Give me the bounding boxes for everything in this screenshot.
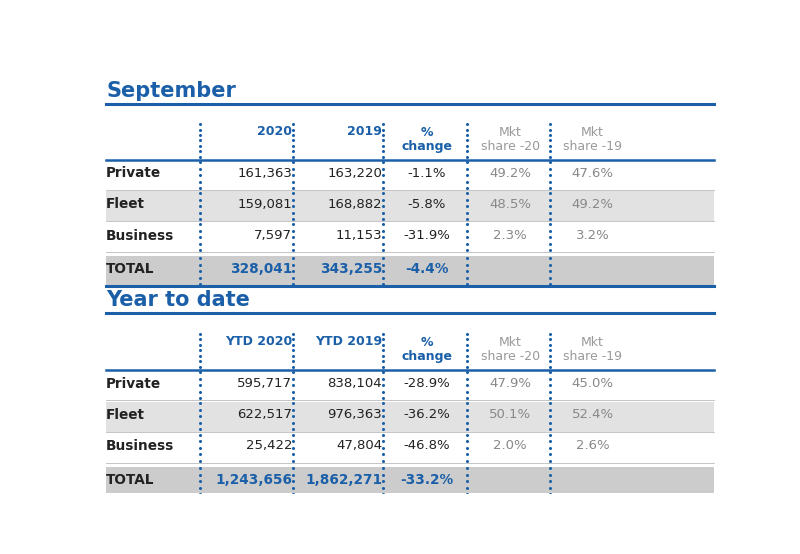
Text: Private: Private <box>106 377 162 391</box>
Text: %: % <box>421 336 434 349</box>
Bar <box>106 402 714 432</box>
Text: 49.2%: 49.2% <box>489 167 531 180</box>
Text: 343,255: 343,255 <box>320 262 382 276</box>
Bar <box>106 433 714 463</box>
Text: share -19: share -19 <box>563 140 622 153</box>
Text: 2020: 2020 <box>258 125 292 138</box>
Text: 2.0%: 2.0% <box>494 439 527 453</box>
Text: 47.6%: 47.6% <box>571 167 614 180</box>
Text: YTD 2020: YTD 2020 <box>225 335 292 348</box>
Text: 838,104: 838,104 <box>327 377 382 390</box>
Text: 2.6%: 2.6% <box>576 439 610 453</box>
Text: Private: Private <box>106 166 162 181</box>
Text: TOTAL: TOTAL <box>106 473 154 486</box>
Text: 25,422: 25,422 <box>246 439 292 453</box>
Text: -5.8%: -5.8% <box>408 198 446 211</box>
Text: change: change <box>402 350 453 363</box>
Text: -28.9%: -28.9% <box>404 377 450 390</box>
Text: 161,363: 161,363 <box>238 167 292 180</box>
Text: 163,220: 163,220 <box>327 167 382 180</box>
Text: 328,041: 328,041 <box>230 262 292 276</box>
Text: share -20: share -20 <box>481 140 540 153</box>
Text: share -20: share -20 <box>481 350 540 363</box>
Text: 159,081: 159,081 <box>238 198 292 211</box>
Text: Mkt: Mkt <box>581 126 604 139</box>
Bar <box>106 160 714 190</box>
Bar <box>106 257 714 286</box>
Text: 48.5%: 48.5% <box>489 198 531 211</box>
Text: 595,717: 595,717 <box>237 377 292 390</box>
Text: 168,882: 168,882 <box>327 198 382 211</box>
Text: Fleet: Fleet <box>106 408 146 422</box>
Text: 11,153: 11,153 <box>335 229 382 242</box>
Text: Business: Business <box>106 229 174 243</box>
Bar <box>106 371 714 401</box>
Text: 50.1%: 50.1% <box>489 408 531 421</box>
Text: 3.2%: 3.2% <box>576 229 610 242</box>
Text: 47.9%: 47.9% <box>489 377 531 390</box>
Text: Mkt: Mkt <box>581 336 604 349</box>
Text: -33.2%: -33.2% <box>401 473 454 486</box>
Text: 49.2%: 49.2% <box>571 198 614 211</box>
Text: YTD 2019: YTD 2019 <box>315 335 382 348</box>
Text: change: change <box>402 140 453 153</box>
Text: 47,804: 47,804 <box>336 439 382 453</box>
Text: 622,517: 622,517 <box>237 408 292 421</box>
Text: -36.2%: -36.2% <box>404 408 450 421</box>
Text: 52.4%: 52.4% <box>571 408 614 421</box>
Text: September: September <box>106 81 236 101</box>
Text: 1,862,271: 1,862,271 <box>305 473 382 486</box>
Text: share -19: share -19 <box>563 350 622 363</box>
Text: -46.8%: -46.8% <box>404 439 450 453</box>
Text: 7,597: 7,597 <box>254 229 292 242</box>
Text: Mkt: Mkt <box>498 336 522 349</box>
Text: -31.9%: -31.9% <box>404 229 450 242</box>
Text: TOTAL: TOTAL <box>106 262 154 276</box>
Text: 2.3%: 2.3% <box>494 229 527 242</box>
Bar <box>106 192 714 222</box>
Text: 1,243,656: 1,243,656 <box>215 473 292 486</box>
Text: Mkt: Mkt <box>498 126 522 139</box>
Bar <box>106 223 714 253</box>
Text: %: % <box>421 126 434 139</box>
Text: -1.1%: -1.1% <box>408 167 446 180</box>
Text: 2019: 2019 <box>347 125 382 138</box>
Text: Business: Business <box>106 439 174 453</box>
Text: 45.0%: 45.0% <box>571 377 614 390</box>
Text: -4.4%: -4.4% <box>406 262 449 276</box>
Bar <box>106 466 714 496</box>
Text: 976,363: 976,363 <box>327 408 382 421</box>
Text: Fleet: Fleet <box>106 197 146 212</box>
Text: Year to date: Year to date <box>106 290 250 310</box>
